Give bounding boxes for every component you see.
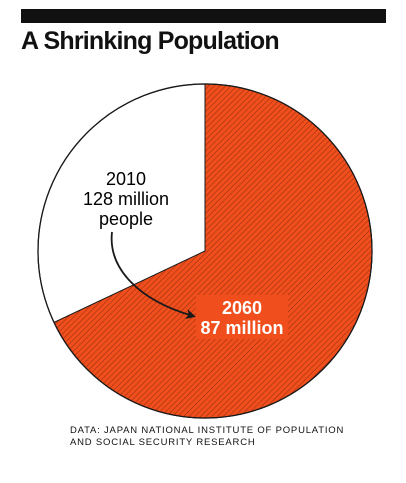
label-2010: 2010 128 million people [83, 169, 169, 229]
source-line-1: DATA: JAPAN NATIONAL INSTITUTE OF POPULA… [70, 425, 345, 436]
chart-title: A Shrinking Population [21, 27, 280, 55]
label-2060-year: 2060 [222, 298, 262, 318]
callout-arrow [110, 231, 196, 319]
source-note: DATA: JAPAN NATIONAL INSTITUTE OF POPULA… [70, 425, 390, 449]
label-2060: 2060 87 million [196, 295, 288, 339]
label-2060-value: 87 million [200, 318, 283, 338]
label-2060-box [196, 295, 288, 339]
label-2010-year: 2010 [106, 169, 146, 189]
pie-outline-ring [37, 83, 373, 419]
header-rule [21, 9, 386, 23]
source-line-2: AND SOCIAL SECURITY RESEARCH [70, 437, 256, 448]
label-2010-unit: people [99, 209, 153, 229]
label-2010-value: 128 million [83, 189, 169, 209]
